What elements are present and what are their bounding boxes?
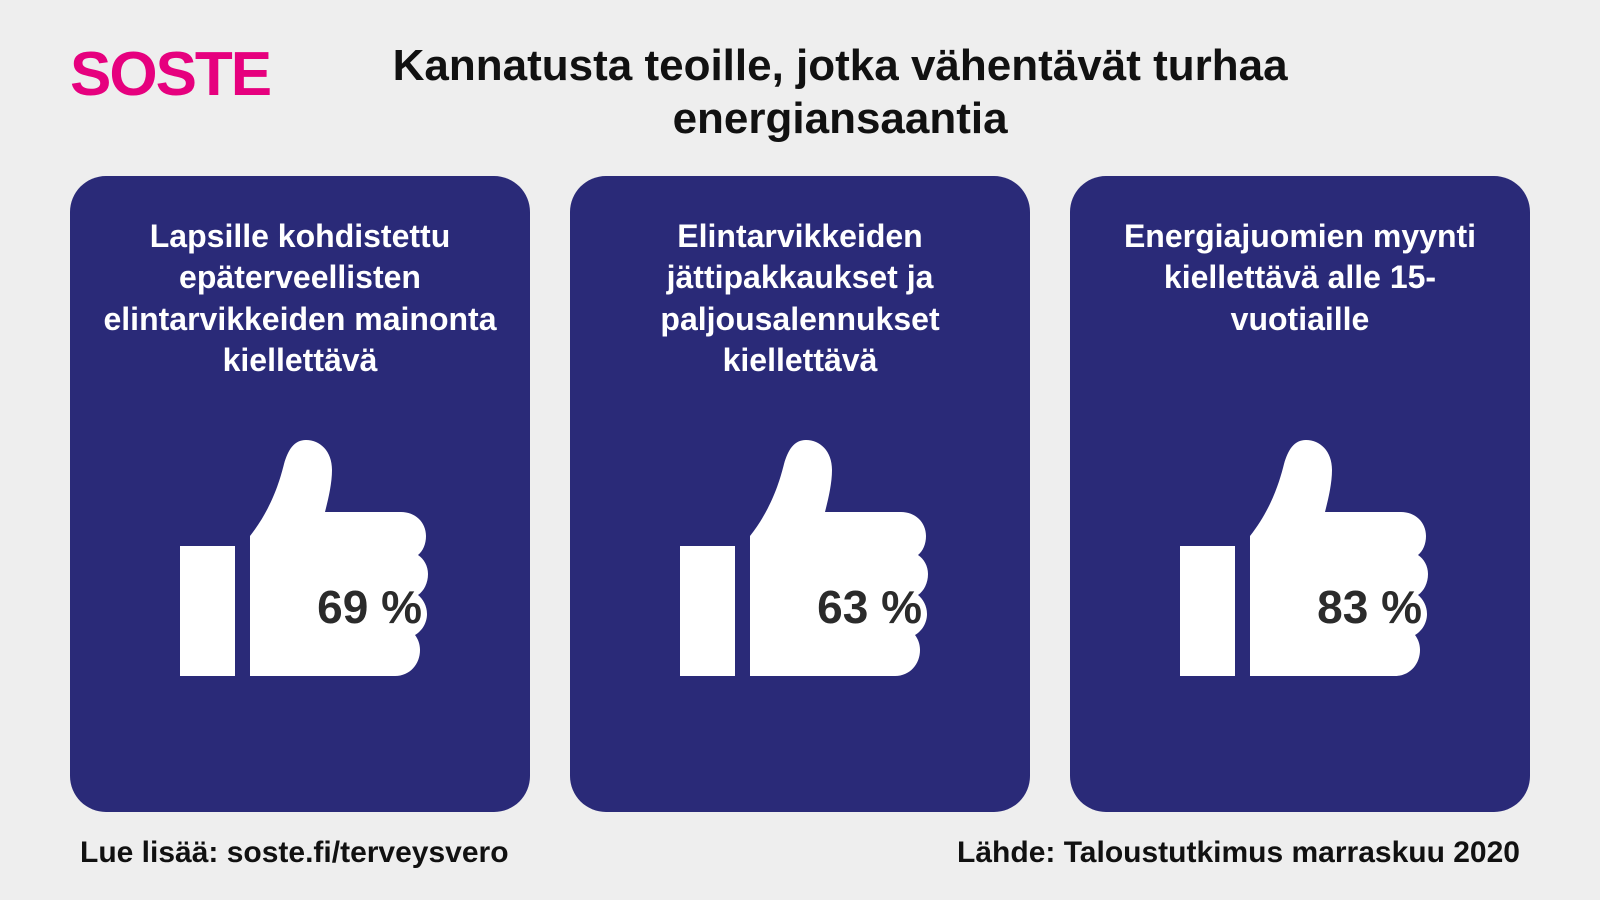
thumbs-up-icon	[660, 436, 940, 686]
thumbs-up-icon	[160, 436, 440, 686]
percent-value: 69 %	[317, 580, 422, 634]
thumbs-up-icon	[1160, 436, 1440, 686]
footer-left: Lue lisää: soste.fi/terveysvero	[80, 836, 509, 870]
card-text: Energiajuomien myynti kiellettävä alle 1…	[1100, 216, 1500, 416]
card-text: Elintarvikkeiden jättipakkaukset ja palj…	[600, 216, 1000, 416]
card-3: Energiajuomien myynti kiellettävä alle 1…	[1070, 176, 1530, 812]
percent-value: 63 %	[817, 580, 922, 634]
thumb-block: 63 %	[660, 436, 940, 686]
card-2: Elintarvikkeiden jättipakkaukset ja palj…	[570, 176, 1030, 812]
card-row: Lapsille kohdistettu epäterveellisten el…	[70, 176, 1530, 812]
card-1: Lapsille kohdistettu epäterveellisten el…	[70, 176, 530, 812]
thumb-block: 83 %	[1160, 436, 1440, 686]
percent-value: 83 %	[1317, 580, 1422, 634]
page-title: Kannatusta teoille, jotka vähentävät tur…	[310, 40, 1530, 146]
logo: SOSTE	[70, 44, 270, 106]
footer: Lue lisää: soste.fi/terveysvero Lähde: T…	[70, 836, 1530, 870]
card-text: Lapsille kohdistettu epäterveellisten el…	[100, 216, 500, 416]
thumb-block: 69 %	[160, 436, 440, 686]
footer-right: Lähde: Taloustutkimus marraskuu 2020	[957, 836, 1520, 870]
header: SOSTE Kannatusta teoille, jotka vähentäv…	[70, 40, 1530, 146]
